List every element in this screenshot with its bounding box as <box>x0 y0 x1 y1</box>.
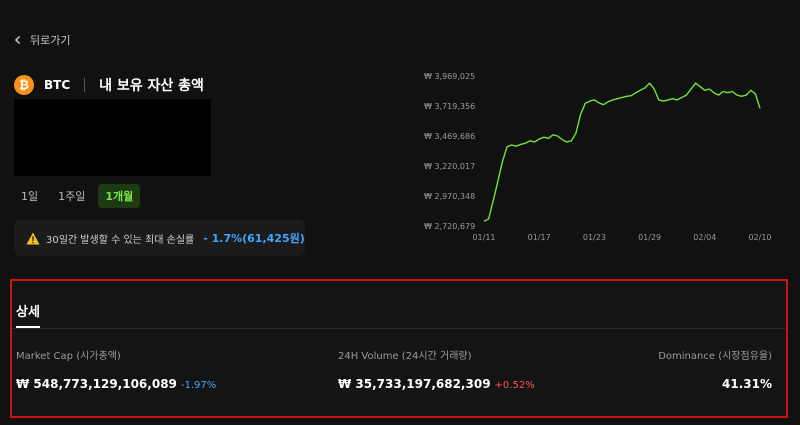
warning-icon <box>26 232 40 244</box>
volume-stat: 24H Volume (24시간 거래량) ₩ 35,733,197,682,3… <box>338 347 535 391</box>
market-cap-value: ₩ 548,773,129,106,089 <box>16 377 177 391</box>
market-cap-change: -1.97% <box>180 380 217 391</box>
price-chart: ₩ 3,969,025 ₩ 3,719,356 ₩ 3,469,686 ₩ 3,220… <box>424 72 772 242</box>
asset-ticker: BTC <box>44 78 71 92</box>
y-tick-label: ₩ 3,969,025 <box>424 72 475 81</box>
holding-title: 내 보유 자산 총액 <box>99 78 204 94</box>
chevron-left-icon <box>14 36 21 44</box>
x-tick-label: 02/10 <box>748 233 771 242</box>
y-tick-label: ₩ 2,720,679 <box>424 222 475 231</box>
period-1w[interactable]: 1주일 <box>58 190 86 203</box>
x-tick-label: 01/11 <box>472 233 495 242</box>
tab-divider <box>12 328 786 329</box>
y-tick-label: ₩ 3,469,686 <box>424 132 475 141</box>
tab-detail[interactable]: 상세 <box>16 301 40 328</box>
dominance-stat: Dominance (시장점유율) 41.31% <box>658 347 772 391</box>
y-tick-label: ₩ 2,970,348 <box>424 192 475 201</box>
price-line <box>483 82 761 222</box>
period-selector: 1일 1주일 1개월 <box>14 184 141 208</box>
x-tick-label: 01/17 <box>528 233 551 242</box>
x-axis: 01/11 01/17 01/23 01/29 02/04 02/10 <box>472 233 771 242</box>
max-loss-box: 30일간 발생할 수 있는 최대 손실률 - 1.7%(61,425원) <box>14 220 305 256</box>
max-loss-label: 30일간 발생할 수 있는 최대 손실률 <box>46 234 195 246</box>
max-loss-value: - 1.7%(61,425원) <box>203 232 305 245</box>
series-layer <box>483 82 761 222</box>
volume-value: ₩ 35,733,197,682,309 <box>338 377 491 391</box>
asset-header: ₿ BTC 내 보유 자산 총액 <box>14 75 204 95</box>
redacted-balance <box>14 99 211 176</box>
market-cap-label: Market Cap (시가총액) <box>16 351 121 362</box>
detail-section: 상세 Market Cap (시가총액) ₩ 548,773,129,106,0… <box>10 279 788 418</box>
back-label: 뒤로가기 <box>30 34 71 47</box>
dominance-label: Dominance (시장점유율) <box>658 351 772 362</box>
volume-change: +0.52% <box>494 380 535 391</box>
back-button[interactable]: 뒤로가기 <box>14 32 70 48</box>
dominance-value: 41.31% <box>722 377 772 391</box>
bitcoin-icon: ₿ <box>14 75 34 95</box>
x-tick-label: 02/04 <box>693 233 716 242</box>
x-tick-label: 01/23 <box>583 233 606 242</box>
x-tick-label: 01/29 <box>638 233 661 242</box>
y-axis: ₩ 3,969,025 ₩ 3,719,356 ₩ 3,469,686 ₩ 3,220… <box>424 72 475 231</box>
y-tick-label: ₩ 3,719,356 <box>424 102 475 111</box>
period-1d[interactable]: 1일 <box>21 190 39 203</box>
period-1m[interactable]: 1개월 <box>98 184 141 208</box>
y-tick-label: ₩ 3,220,017 <box>424 162 475 171</box>
volume-label: 24H Volume (24시간 거래량) <box>338 351 472 362</box>
header-divider <box>84 78 86 92</box>
market-cap-stat: Market Cap (시가총액) ₩ 548,773,129,106,089 … <box>16 347 216 391</box>
